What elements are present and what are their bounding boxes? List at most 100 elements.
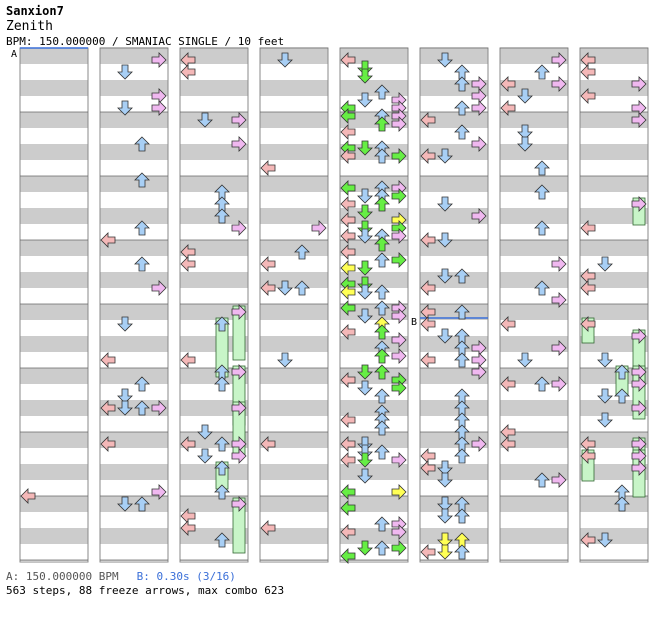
step-arrow (420, 112, 436, 128)
step-arrow (231, 448, 247, 464)
step-arrow (214, 208, 230, 224)
step-arrow (471, 364, 487, 380)
step-arrow (631, 196, 647, 212)
step-arrow (614, 388, 630, 404)
beat-stripe (500, 144, 568, 160)
chart-column (339, 47, 409, 564)
beat-stripe (180, 240, 248, 256)
step-arrow (454, 100, 470, 116)
step-arrow (437, 532, 453, 548)
step-arrow (580, 280, 596, 296)
step-arrow (357, 468, 373, 484)
beat-stripe (580, 528, 648, 544)
step-arrow (357, 60, 373, 76)
step-arrow (631, 76, 647, 92)
beat-stripe (420, 368, 488, 384)
step-arrow (117, 400, 133, 416)
chart-column (499, 47, 569, 563)
beat-stripe (500, 368, 568, 384)
step-arrow (357, 284, 373, 300)
beat-stripe (180, 48, 248, 64)
step-arrow (534, 280, 550, 296)
step-arrow (420, 352, 436, 368)
beat-stripe (500, 272, 568, 288)
step-arrow (134, 376, 150, 392)
step-arrow (151, 400, 167, 416)
step-arrow (180, 64, 196, 80)
beat-stripe (20, 176, 88, 192)
beat-stripe (100, 208, 168, 224)
beat-stripe (500, 336, 568, 352)
beat-stripe (20, 240, 88, 256)
beat-stripe (340, 208, 408, 224)
step-arrow (391, 148, 407, 164)
beat-stripe (180, 368, 248, 384)
beat-stripe (420, 272, 488, 288)
step-arrow (580, 532, 596, 548)
beat-stripe (180, 112, 248, 128)
step-arrow (534, 472, 550, 488)
beat-stripe (260, 304, 328, 320)
beat-stripe (260, 336, 328, 352)
step-arrow (277, 280, 293, 296)
beat-stripe (260, 496, 328, 512)
step-arrow (454, 76, 470, 92)
step-arrow (374, 252, 390, 268)
beat-stripe (20, 560, 88, 562)
beat-stripe (180, 272, 248, 288)
step-arrow (437, 472, 453, 488)
step-arrow (471, 208, 487, 224)
beat-stripe (20, 80, 88, 96)
step-arrow (534, 184, 550, 200)
beat-stripe (420, 336, 488, 352)
step-arrow (277, 52, 293, 68)
step-arrow (374, 444, 390, 460)
step-arrow (117, 64, 133, 80)
step-arrow (437, 196, 453, 212)
step-arrow (357, 220, 373, 236)
beat-stripe (20, 272, 88, 288)
beat-stripe (260, 464, 328, 480)
step-arrow (454, 508, 470, 524)
step-arrow (231, 220, 247, 236)
step-arrow (374, 84, 390, 100)
step-arrow (374, 324, 390, 340)
beat-stripe (260, 208, 328, 224)
beat-stripe (100, 432, 168, 448)
step-arrow (100, 352, 116, 368)
step-arrow (357, 140, 373, 156)
beat-stripe (340, 464, 408, 480)
beat-stripe (100, 560, 168, 562)
beat-stripe (100, 304, 168, 320)
beat-stripe (580, 272, 648, 288)
beat-stripe (260, 48, 328, 64)
song-artist: Sanxion7 (6, 4, 64, 18)
step-arrow (294, 244, 310, 260)
stop-text: B: 0.30s (3/16) (136, 570, 236, 583)
step-arrow (374, 196, 390, 212)
step-arrow (580, 220, 596, 236)
step-arrow (294, 280, 310, 296)
step-arrow (391, 380, 407, 396)
step-arrow (471, 136, 487, 152)
beat-stripe (100, 336, 168, 352)
step-arrow (391, 348, 407, 364)
beat-stripe (340, 112, 408, 128)
beat-stripe (20, 336, 88, 352)
beat-stripe (180, 304, 248, 320)
beat-stripe (180, 336, 248, 352)
step-arrow (391, 540, 407, 556)
chart-column (99, 47, 169, 563)
step-arrow (340, 180, 356, 196)
step-arrow (551, 472, 567, 488)
beat-stripe (500, 464, 568, 480)
step-arrow (134, 220, 150, 236)
beat-stripe (340, 496, 408, 512)
step-arrow (454, 352, 470, 368)
beat-stripe (500, 400, 568, 416)
step-arrow (180, 520, 196, 536)
step-arrow (357, 452, 373, 468)
beat-stripe (580, 368, 648, 384)
beat-stripe (580, 400, 648, 416)
step-arrow (437, 52, 453, 68)
